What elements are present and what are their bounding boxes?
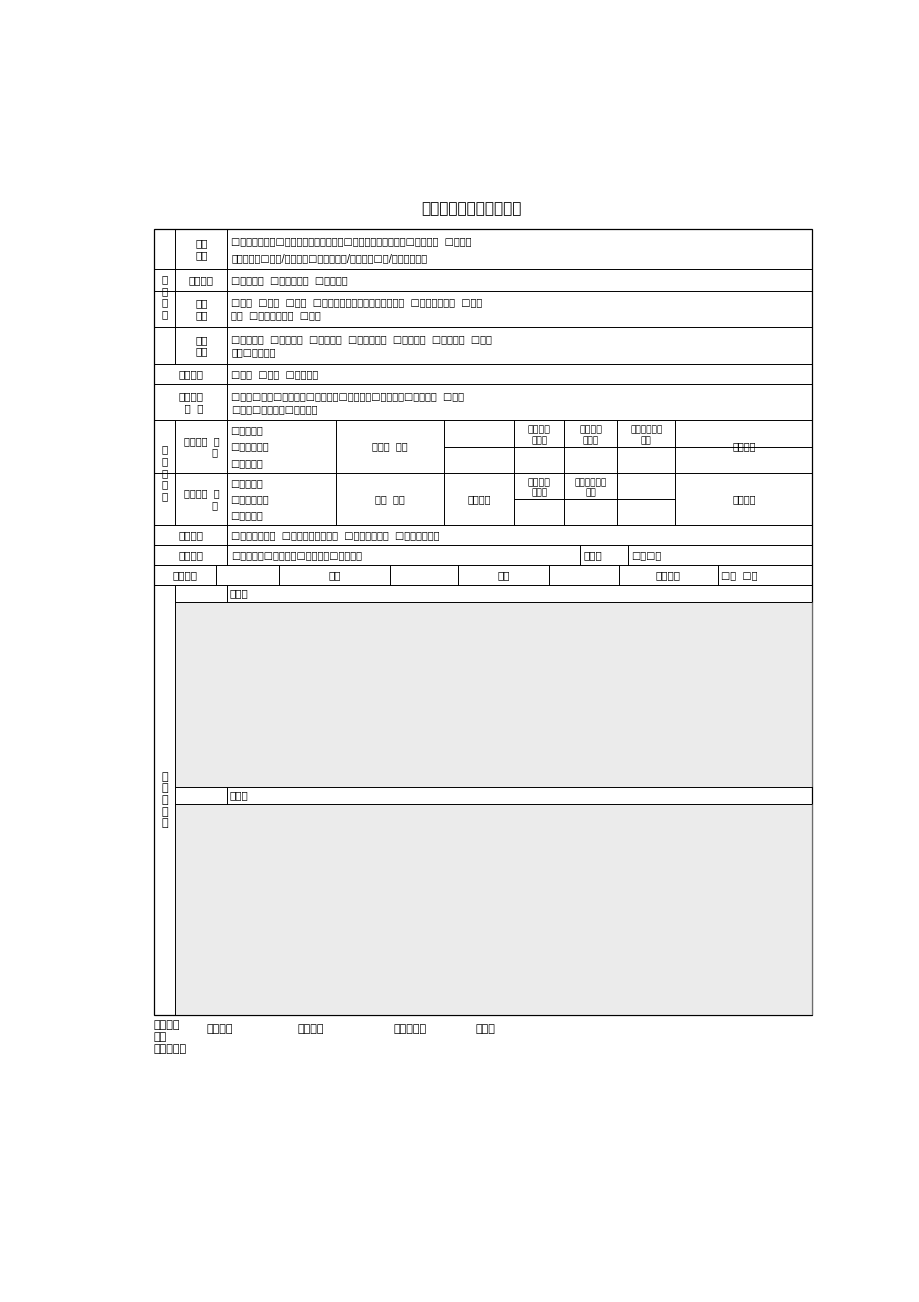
Text: □定期目视检查  □安装简易监测设施  □地面位移监测  □深部位移监测: □定期目视检查 □安装简易监测设施 □地面位移监测 □深部位移监测 — [231, 530, 439, 540]
Text: □稳定性差: □稳定性差 — [231, 458, 263, 467]
Text: （间）: （间） — [530, 436, 547, 445]
Text: □有  □无: □有 □无 — [720, 570, 756, 581]
Text: 威胁人口: 威胁人口 — [528, 478, 550, 487]
Text: □斜坡陡峭  □坡脚遭侵蚀  □超载堆积: □斜坡陡峭 □坡脚遭侵蚀 □超载堆积 — [231, 275, 347, 285]
Text: 下伏隔水层□土体/基岩接触□破碎风化岩/基岩接触□强/弱风化层界面: 下伏隔水层□土体/基岩接触□破碎风化岩/基岩接触□强/弱风化层界面 — [231, 253, 427, 263]
Text: 地貌因素: 地貌因素 — [188, 275, 214, 285]
Text: 潜在  威胁: 潜在 威胁 — [375, 493, 404, 504]
Text: 直接损失（万: 直接损失（万 — [630, 424, 662, 434]
Text: 防灾预案: 防灾预案 — [655, 570, 680, 581]
Text: 填表日期：: 填表日期： — [393, 1025, 426, 1034]
Text: 目前稳定  状
         况: 目前稳定 状 况 — [184, 436, 219, 457]
Text: □稳定性好: □稳定性好 — [231, 478, 263, 488]
Text: 主导因素: 主导因素 — [178, 370, 203, 379]
Text: □暴雨  □地震  □工程活动: □暴雨 □地震 □工程活动 — [231, 370, 318, 379]
Text: 险情等级: 险情等级 — [732, 493, 754, 504]
Text: 审核人：: 审核人： — [297, 1025, 323, 1034]
Text: 平面图: 平面图 — [230, 589, 248, 599]
Text: 调查单位：: 调查单位： — [153, 1044, 187, 1055]
Text: 调查负责: 调查负责 — [153, 1019, 180, 1030]
Text: 复活引发
  因  素: 复活引发 因 素 — [177, 392, 203, 413]
Text: □降雨□地震□人工加载□开挖坡脚□坡脚冲刷□坡脚浸润□坡体切割  □风化: □降雨□地震□人工加载□开挖坡脚□坡脚冲刷□坡脚浸润□坡体切割 □风化 — [231, 391, 464, 401]
Text: 威胁户数: 威胁户数 — [467, 493, 491, 504]
Text: 群测人员: 群测人员 — [172, 570, 197, 581]
Text: □稳定性较差: □稳定性较差 — [231, 493, 269, 504]
Text: （人）: （人） — [530, 488, 547, 497]
Text: 死亡人口: 死亡人口 — [579, 424, 602, 434]
Text: □稳定性较差: □稳定性较差 — [231, 441, 269, 452]
Text: 年月日: 年月日 — [475, 1025, 494, 1034]
Text: □是□否: □是□否 — [630, 551, 661, 560]
Text: 滑坡（潜在滑坡）调查表: 滑坡（潜在滑坡）调查表 — [421, 201, 521, 216]
Text: 元）: 元） — [641, 436, 651, 445]
Text: 渗漏□灌溉渗漏: 渗漏□灌溉渗漏 — [231, 348, 276, 358]
Text: □风化  □融冻  □胀缩  □累进性破坏造成的抗剪强度降低  □孔隙水压力高  □洪水: □风化 □融冻 □胀缩 □累进性破坏造成的抗剪强度降低 □孔隙水压力高 □洪水 — [231, 298, 482, 307]
Text: 冲蚀  □水位陡降陡落  □地震: 冲蚀 □水位陡降陡落 □地震 — [231, 311, 321, 320]
Text: 影
响
因
素: 影 响 因 素 — [162, 275, 167, 319]
Text: 填表人：: 填表人： — [206, 1025, 233, 1034]
Text: 毁坏房屋: 毁坏房屋 — [528, 424, 550, 434]
Bar — [176, 803, 811, 1014]
Text: 电话: 电话 — [497, 570, 509, 581]
Text: □节理极度发育□结构面走向与坡面平行□结构面倾角小于坡角□软弱基座  □透水层: □节理极度发育□结构面走向与坡面平行□结构面倾角小于坡角□软弱基座 □透水层 — [231, 236, 471, 246]
Text: 人：: 人： — [153, 1032, 167, 1042]
Bar — [153, 229, 811, 1014]
Text: □卸荷□动水压力□爆破振动: □卸荷□动水压力□爆破振动 — [231, 404, 317, 414]
Text: 防治建议: 防治建议 — [178, 551, 203, 560]
Text: □削坡过陡  □坡脚开挖  □坡后加载  □蓄水位降落  □植被破坏  □爆破振动  □渠塘: □削坡过陡 □坡脚开挖 □坡后加载 □蓄水位降落 □植被破坏 □爆破振动 □渠塘 — [231, 333, 492, 344]
Text: （人）: （人） — [582, 436, 598, 445]
Text: 滑
坡
示
意
图: 滑 坡 示 意 图 — [161, 772, 168, 828]
Text: 发展趋势  分
         析: 发展趋势 分 析 — [184, 488, 219, 509]
Text: 灾情等级: 灾情等级 — [732, 441, 754, 452]
Bar — [176, 602, 811, 786]
Text: 物理
因素: 物理 因素 — [195, 298, 208, 320]
Text: □稳定性差: □稳定性差 — [231, 510, 263, 519]
Text: 监测建议: 监测建议 — [178, 530, 203, 540]
Text: □群测群防□专业监测□搬迁避让□工程治理: □群测群防□专业监测□搬迁避让□工程治理 — [231, 551, 362, 560]
Text: 威胁资产（万: 威胁资产（万 — [574, 478, 607, 487]
Text: 稳
定
性
分
析: 稳 定 性 分 析 — [162, 444, 167, 501]
Text: 已造成  危害: 已造成 危害 — [372, 441, 407, 452]
Text: 人为
因素: 人为 因素 — [195, 335, 208, 357]
Text: 元）: 元） — [584, 488, 596, 497]
Text: 隐患点: 隐患点 — [583, 551, 601, 560]
Text: □稳定性好: □稳定性好 — [231, 426, 263, 435]
Text: 地质
因素: 地质 因素 — [195, 238, 208, 260]
Text: 剖面图: 剖面图 — [230, 790, 248, 801]
Text: 村长: 村长 — [328, 570, 341, 581]
